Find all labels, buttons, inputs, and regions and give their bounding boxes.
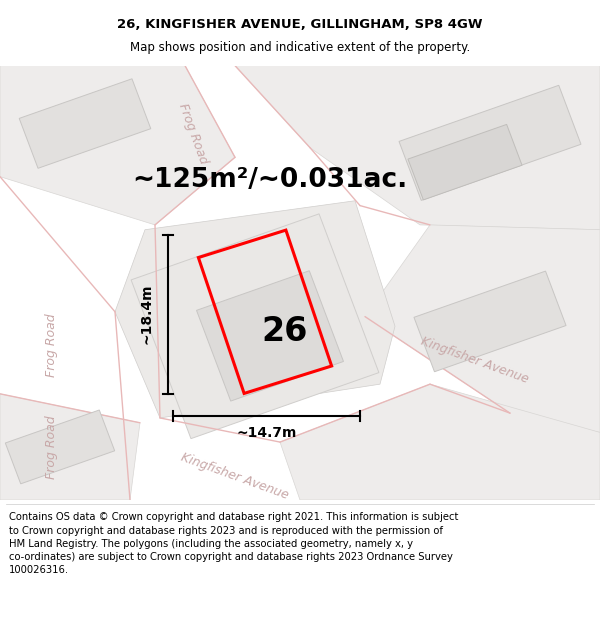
Text: 26, KINGFISHER AVENUE, GILLINGHAM, SP8 4GW: 26, KINGFISHER AVENUE, GILLINGHAM, SP8 4… xyxy=(117,18,483,31)
Text: Frog Road: Frog Road xyxy=(46,314,59,378)
Polygon shape xyxy=(0,66,235,225)
Polygon shape xyxy=(235,66,600,230)
Polygon shape xyxy=(19,79,151,168)
Polygon shape xyxy=(115,201,395,418)
Polygon shape xyxy=(5,410,115,484)
Polygon shape xyxy=(414,271,566,372)
Polygon shape xyxy=(0,394,140,500)
Text: Frog Road: Frog Road xyxy=(176,101,210,165)
Text: Frog Road: Frog Road xyxy=(46,415,59,479)
Polygon shape xyxy=(408,124,522,200)
Polygon shape xyxy=(197,271,343,401)
Text: 26: 26 xyxy=(262,314,308,348)
Text: ~18.4m: ~18.4m xyxy=(139,284,153,344)
Polygon shape xyxy=(131,214,379,439)
Polygon shape xyxy=(365,225,600,432)
Polygon shape xyxy=(280,384,600,500)
Text: Kingfisher Avenue: Kingfisher Avenue xyxy=(419,334,530,386)
Text: Contains OS data © Crown copyright and database right 2021. This information is : Contains OS data © Crown copyright and d… xyxy=(9,512,458,575)
Polygon shape xyxy=(399,85,581,201)
Text: ~14.7m: ~14.7m xyxy=(236,426,296,441)
Text: Map shows position and indicative extent of the property.: Map shows position and indicative extent… xyxy=(130,41,470,54)
Text: Kingfisher Avenue: Kingfisher Avenue xyxy=(179,450,290,501)
Text: ~125m²/~0.031ac.: ~125m²/~0.031ac. xyxy=(133,166,407,192)
